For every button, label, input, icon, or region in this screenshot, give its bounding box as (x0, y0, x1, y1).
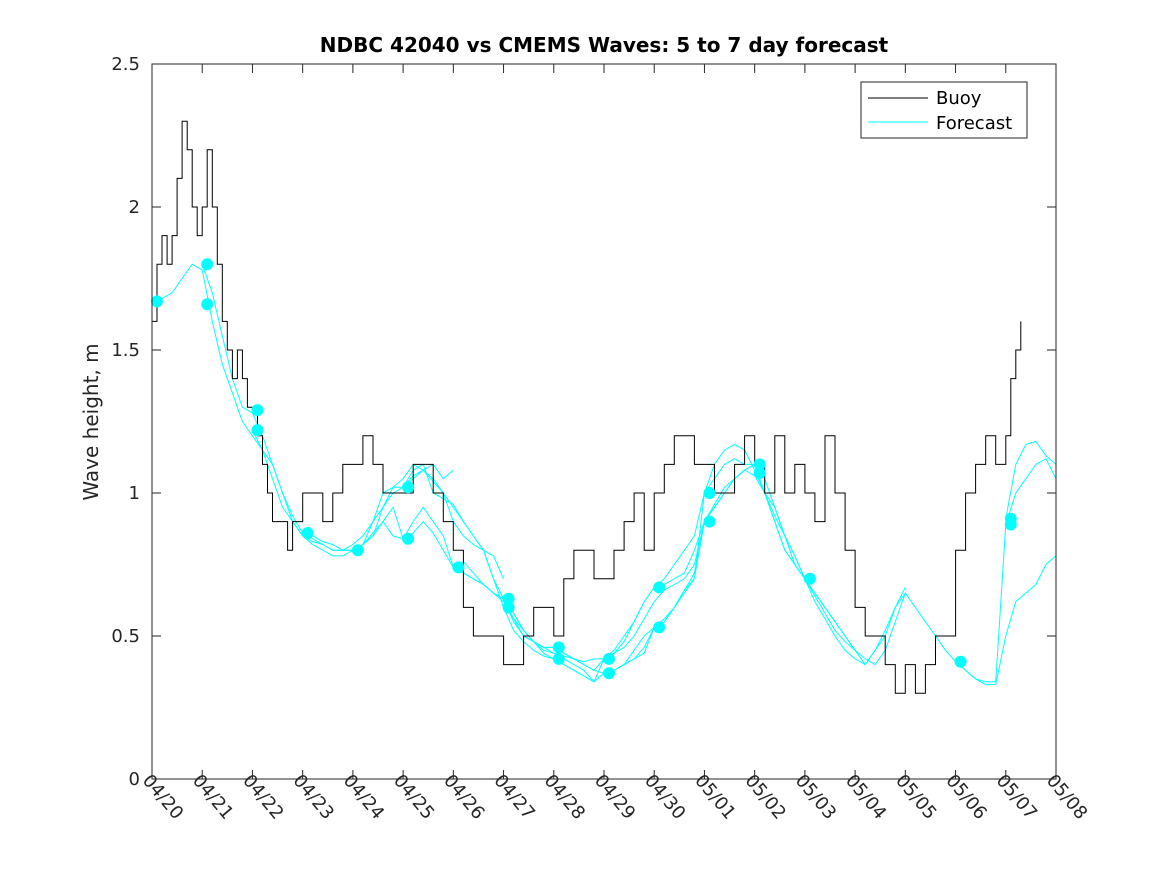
plot-area (151, 120, 1056, 694)
forecast-marker (151, 295, 163, 308)
forecast-marker (803, 572, 816, 585)
chart-title: NDBC 42040 vs CMEMS Waves: 5 to 7 day fo… (320, 33, 889, 57)
forecast-marker (201, 298, 214, 311)
y-axis-label: Wave height, m (79, 343, 103, 500)
forecast-marker (753, 467, 766, 479)
forecast-marker (954, 655, 967, 668)
forecast-marker (603, 652, 615, 665)
forecast-marker (552, 652, 565, 665)
forecast-marker (452, 561, 465, 574)
forecast-marker (653, 621, 666, 634)
legend-forecast-label: Forecast (936, 113, 1012, 134)
legend-buoy-label: Buoy (936, 88, 982, 109)
forecast-marker (402, 481, 415, 494)
y-tick-label: 1.5 (111, 340, 140, 361)
forecast-series-line (653, 463, 906, 666)
forecast-marker (1004, 518, 1017, 531)
legend: Buoy Forecast (860, 81, 1028, 139)
buoy-series-line (152, 120, 1022, 694)
forecast-marker (201, 258, 214, 271)
forecast-marker (301, 527, 314, 539)
y-tick-label: 0 (129, 769, 140, 790)
legend-box (860, 81, 1028, 139)
forecast-marker (402, 532, 415, 545)
forecast-marker (552, 641, 565, 654)
forecast-marker (251, 404, 264, 417)
y-tick-label: 1 (129, 483, 140, 504)
y-axis-ticks: 0 0.5 1 1.5 2 2.5 (111, 54, 1056, 790)
y-tick-label: 0.5 (111, 626, 140, 647)
forecast-markers (151, 258, 1017, 680)
forecast-marker (703, 515, 716, 528)
forecast-series-line (1005, 440, 1056, 519)
forecast-marker (753, 458, 766, 471)
forecast-marker (251, 424, 264, 437)
forecast-marker (502, 592, 515, 605)
forecast-marker (603, 667, 615, 680)
forecast-marker (653, 581, 666, 594)
forecast-marker (351, 544, 364, 557)
y-tick-label: 2 (129, 197, 140, 218)
forecast-marker (703, 487, 716, 499)
buoy-line (152, 120, 1022, 694)
y-tick-label: 2.5 (111, 54, 140, 75)
forecast-marker (502, 601, 515, 614)
